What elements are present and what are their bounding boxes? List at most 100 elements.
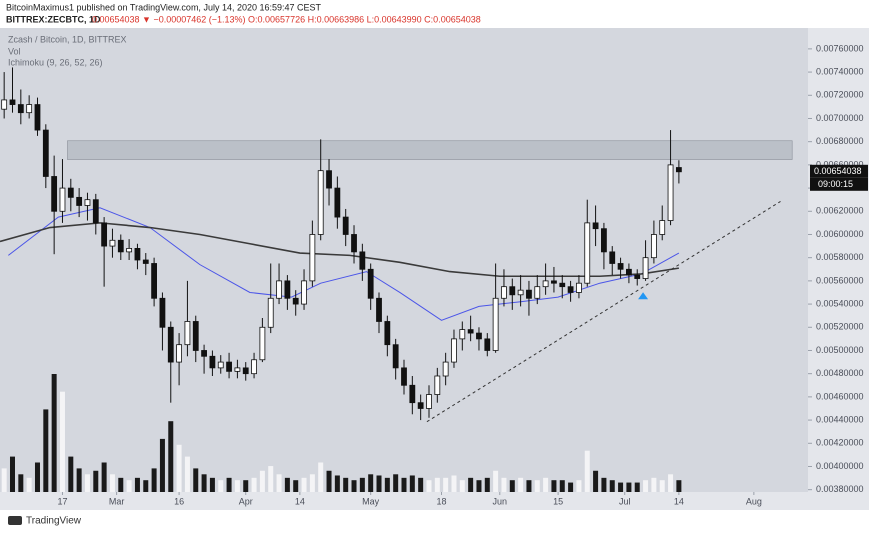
candle-body [1, 99, 8, 110]
volume-bar [259, 470, 265, 492]
volume-bar [293, 480, 299, 492]
candle-body [675, 167, 682, 173]
volume-bar [1, 468, 7, 492]
candle-body [134, 247, 141, 261]
volume-bar [268, 466, 274, 492]
candle-body [526, 289, 532, 299]
candle-body [176, 344, 182, 363]
volume-bar [634, 482, 640, 492]
candle-body [167, 326, 174, 363]
candle-body [417, 402, 424, 409]
volume-bar [234, 480, 240, 492]
volume-bar [518, 477, 524, 492]
candle-body [184, 321, 191, 346]
volume-bar [218, 480, 224, 492]
candle-body [59, 187, 66, 212]
candle-body [326, 170, 332, 189]
candle-body [509, 286, 516, 296]
candle-body [476, 332, 482, 340]
volume-bar [134, 477, 140, 492]
candle-body [201, 350, 207, 357]
candle-body [601, 228, 607, 253]
volume-bar [26, 477, 32, 492]
x-tick-label: 14 [674, 496, 684, 506]
y-tick-label: 0.00760000 [816, 43, 864, 53]
candle-body [659, 220, 666, 235]
volume-bar [284, 477, 290, 492]
volume-bar [118, 477, 124, 492]
volume-bar [34, 462, 40, 492]
volume-bar [493, 470, 499, 492]
candle-body [259, 326, 266, 361]
signal-marker [638, 292, 649, 300]
candle-body [367, 268, 374, 299]
candle-body [217, 361, 224, 369]
candle-body [667, 164, 674, 221]
x-tick-label: 14 [295, 496, 305, 506]
volume-bar [301, 477, 307, 492]
volume-bar [384, 477, 390, 492]
volume-bar [226, 477, 232, 492]
candle-body [592, 222, 599, 230]
y-tick-label: 0.00600000 [816, 229, 864, 239]
candle-body [626, 268, 632, 276]
candle-body [342, 216, 349, 235]
moving-line [0, 222, 680, 278]
candle-body [267, 297, 274, 328]
candle-body [426, 394, 432, 409]
price-tag [810, 164, 868, 178]
volume-bar [584, 450, 590, 492]
candle-body [109, 239, 116, 247]
volume-bar [426, 480, 432, 492]
candle-body [192, 321, 199, 351]
volume-bar [501, 477, 507, 492]
candle-body [292, 297, 299, 305]
candle-body [276, 280, 282, 299]
volume-bar [434, 477, 440, 492]
candle-body [242, 367, 249, 375]
candle-body [334, 187, 341, 218]
volume-bar [451, 475, 457, 492]
candle-body [9, 99, 16, 105]
volume-bar [443, 477, 449, 492]
candle-body [151, 263, 158, 299]
candle-body [467, 329, 474, 334]
candle-body [26, 104, 33, 114]
volume-bar [334, 475, 340, 492]
candle-body [459, 329, 466, 340]
y-tick-label: 0.00660000 [816, 159, 864, 169]
volume-bar [668, 474, 674, 492]
y-tick-label: 0.00680000 [816, 136, 864, 146]
volume-bar [143, 480, 149, 492]
candle-body [534, 286, 541, 299]
y-tick-label: 0.00540000 [816, 298, 864, 308]
volume-bar [418, 477, 424, 492]
candle-body [284, 280, 291, 299]
candle-body [584, 222, 591, 284]
volume-bar [193, 468, 199, 492]
candle-body [617, 263, 624, 270]
volume-bar [9, 456, 15, 492]
volume-bar [659, 480, 665, 492]
volume-bar [84, 474, 90, 492]
y-tick-label: 0.00560000 [816, 275, 864, 285]
symbol: BITTREX:ZECBTC, 1D [6, 14, 101, 24]
y-tick-label: 0.00420000 [816, 438, 864, 448]
volume-bar [309, 474, 315, 492]
candle-body [634, 274, 641, 279]
candle-body [384, 321, 391, 346]
volume-bar [251, 477, 257, 492]
volume-bar [326, 470, 332, 492]
candle-body [576, 282, 582, 293]
x-tick-label: Jul [619, 496, 631, 506]
candle-body [142, 259, 149, 264]
volume-bar [534, 480, 540, 492]
y-tick-label: 0.00480000 [816, 368, 864, 378]
volume-bar [151, 468, 157, 492]
y-tick-label: 0.00500000 [816, 345, 864, 355]
candle-body [609, 251, 616, 264]
price-axis-background [808, 28, 869, 492]
y-tick-label: 0.00460000 [816, 391, 864, 401]
